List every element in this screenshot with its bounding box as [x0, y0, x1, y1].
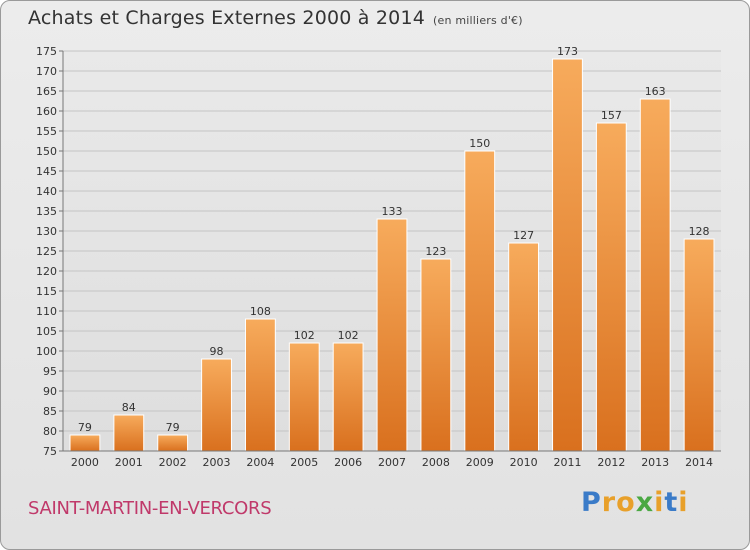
bar — [420, 258, 452, 452]
x-tick-label: 2004 — [246, 456, 274, 469]
y-tick-label: 150 — [36, 145, 57, 158]
x-tick-label: 2000 — [71, 456, 99, 469]
y-tick-label: 105 — [36, 325, 57, 338]
y-tick-label: 130 — [36, 225, 57, 238]
y-tick-label: 110 — [36, 305, 57, 318]
commune-name: SAINT-MARTIN-EN-VERCORS — [28, 498, 272, 519]
logo-letter: o — [616, 487, 636, 518]
data-label: 98 — [210, 345, 224, 358]
y-tick-label: 145 — [36, 165, 57, 178]
x-tick-label: 2002 — [159, 456, 187, 469]
unit-label: (en milliers d'€) — [433, 14, 523, 27]
bar — [332, 342, 364, 452]
bar — [376, 218, 408, 452]
y-tick-label: 155 — [36, 125, 57, 138]
data-label: 128 — [689, 225, 710, 238]
data-label: 108 — [250, 305, 271, 318]
x-tick-label: 2005 — [290, 456, 318, 469]
bar — [157, 434, 189, 452]
logo-letter: P — [581, 487, 602, 518]
bar — [639, 98, 671, 452]
bar — [113, 414, 145, 452]
data-label: 102 — [338, 329, 359, 342]
bar — [508, 242, 540, 452]
x-tick-label: 2008 — [422, 456, 450, 469]
x-axis: 2000 2001 2002 2003 2004 2005 2006 2007 2008 2009… — [63, 450, 721, 469]
bar — [683, 238, 715, 452]
bar — [552, 58, 583, 452]
data-label: 127 — [513, 229, 534, 242]
y-tick-label: 175 — [36, 45, 57, 58]
y-tick-label: 135 — [36, 205, 57, 218]
bars: 79 84 79 98 108 102 102 133 123 150 127 173 157 163 12… — [69, 45, 715, 452]
x-tick-label: 2011 — [553, 456, 581, 469]
y-tick-label: 170 — [36, 65, 57, 78]
logo-letter: t — [664, 487, 679, 518]
x-tick-label: 2010 — [510, 456, 538, 469]
x-tick-label: 2007 — [378, 456, 406, 469]
x-tick-label: 2003 — [203, 456, 231, 469]
data-label: 84 — [122, 401, 136, 414]
y-tick-label: 120 — [36, 265, 57, 278]
data-label: 123 — [425, 245, 446, 258]
y-tick-label: 100 — [36, 345, 57, 358]
logo-letter: i — [678, 487, 689, 518]
bar — [69, 434, 101, 452]
logo-letter: x — [635, 487, 655, 518]
x-tick-label: 2014 — [685, 456, 713, 469]
y-tick-label: 160 — [36, 105, 57, 118]
data-label: 157 — [601, 109, 622, 122]
data-label: 79 — [166, 421, 180, 434]
x-tick-label: 2013 — [641, 456, 669, 469]
chart-title: Achats et Charges Externes 2000 à 2014 (e… — [28, 7, 523, 29]
logo-letter: i — [654, 487, 665, 518]
y-tick-label: 115 — [36, 285, 57, 298]
chart-title-text: Achats et Charges Externes 2000 à 2014 — [28, 7, 426, 29]
y-tick-label: 125 — [36, 245, 57, 258]
data-label: 102 — [294, 329, 315, 342]
bar — [201, 358, 232, 452]
x-tick-label: 2006 — [334, 456, 362, 469]
x-tick-label: 2009 — [466, 456, 494, 469]
bar — [464, 150, 496, 452]
bar — [244, 318, 276, 452]
proxiti-logo: Proxiti — [581, 487, 689, 518]
logo-letter: r — [601, 487, 617, 518]
y-tick-label: 90 — [43, 385, 57, 398]
data-label: 173 — [557, 45, 578, 58]
y-tick-label: 165 — [36, 85, 57, 98]
y-tick-label: 140 — [36, 185, 57, 198]
data-label: 163 — [645, 85, 666, 98]
y-tick-label: 95 — [43, 365, 57, 378]
y-tick-label: 85 — [43, 405, 57, 418]
y-tick-label: 75 — [43, 445, 57, 458]
bar — [288, 342, 320, 452]
data-label: 133 — [382, 205, 403, 218]
bar — [595, 122, 627, 452]
y-tick-label: 80 — [43, 425, 57, 438]
x-tick-label: 2001 — [115, 456, 143, 469]
data-label: 79 — [78, 421, 92, 434]
y-axis: 75 80 85 90 95 100 105 110 115 120 125 130 135 140 145… — [36, 45, 64, 458]
x-tick-label: 2012 — [597, 456, 625, 469]
data-label: 150 — [469, 137, 490, 150]
